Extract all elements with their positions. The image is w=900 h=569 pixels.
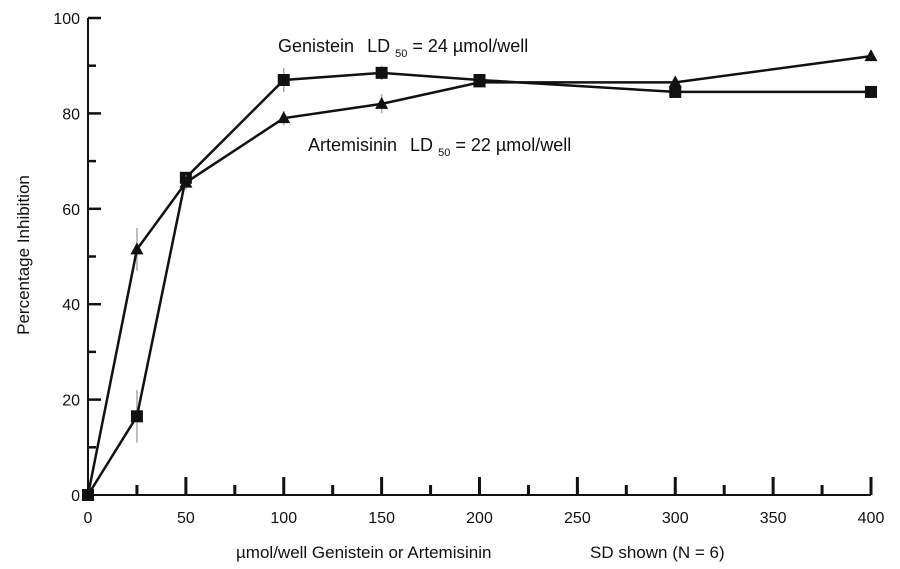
genistein-annotation: Genistein LD 50 = 24 µmol/well	[278, 36, 528, 61]
genistein-marker	[375, 66, 388, 79]
y-tick-label: 80	[62, 106, 80, 123]
x-tick-label: 200	[466, 510, 493, 527]
artemisinin-series	[81, 49, 878, 500]
x-tick-label: 300	[662, 510, 689, 527]
x-tick-label: 350	[760, 510, 787, 527]
genistein-annotation-ld: LD	[367, 36, 390, 56]
artemisinin-marker	[179, 175, 193, 188]
genistein-annotation-value: = 24 µmol/well	[412, 36, 528, 56]
y-axis-title: Percentage Inhibition	[14, 175, 33, 335]
artemisinin-annotation-ld-sub: 50	[438, 147, 450, 159]
artemisinin-marker	[277, 111, 291, 124]
y-tick-label: 60	[62, 202, 80, 219]
genistein-series	[82, 65, 877, 501]
artemisinin-annotation-value: = 22 µmol/well	[455, 135, 571, 155]
y-tick-label: 20	[62, 393, 80, 410]
artemisinin-marker	[473, 75, 486, 88]
artemisinin-annotation-name: Artemisinin	[308, 135, 397, 155]
y-tick-label: 0	[71, 488, 80, 505]
x-axis-title: µmol/well Genistein or Artemisinin	[236, 543, 491, 562]
genistein-annotation-name: Genistein	[278, 36, 354, 56]
x-ticks: 0 50 100 150 200 250 300 350 400	[84, 477, 885, 527]
x-tick-label: 150	[368, 510, 395, 527]
artemisinin-marker	[375, 96, 389, 109]
artemisinin-annotation-ld: LD	[410, 135, 433, 155]
artemisinin-marker	[668, 75, 682, 88]
x-tick-label: 0	[84, 510, 93, 527]
artemisinin-marker	[864, 49, 878, 62]
genistein-marker	[865, 85, 877, 98]
artemisinin-annotation: Artemisinin LD 50 = 22 µmol/well	[308, 135, 571, 160]
x-tick-label: 400	[858, 510, 885, 527]
artemisinin-marker	[130, 242, 144, 255]
genistein-marker	[669, 85, 682, 98]
y-tick-label: 100	[53, 11, 80, 28]
x-axis-sd-note: SD shown (N = 6)	[590, 543, 725, 562]
y-tick-label: 40	[62, 297, 80, 314]
axes	[87, 18, 871, 496]
genistein-annotation-ld-sub: 50	[395, 48, 407, 60]
artemisinin-line	[86, 54, 872, 496]
genistein-line	[86, 71, 871, 496]
genistein-marker	[130, 410, 143, 423]
x-tick-label: 250	[564, 510, 591, 527]
y-ticks: 0 20 40 60 80 100	[53, 11, 101, 505]
series-layer	[81, 49, 878, 501]
x-tick-label: 100	[270, 510, 297, 527]
artemisinin-marker	[81, 488, 95, 500]
x-tick-label: 50	[177, 510, 195, 527]
genistein-marker	[277, 74, 290, 87]
